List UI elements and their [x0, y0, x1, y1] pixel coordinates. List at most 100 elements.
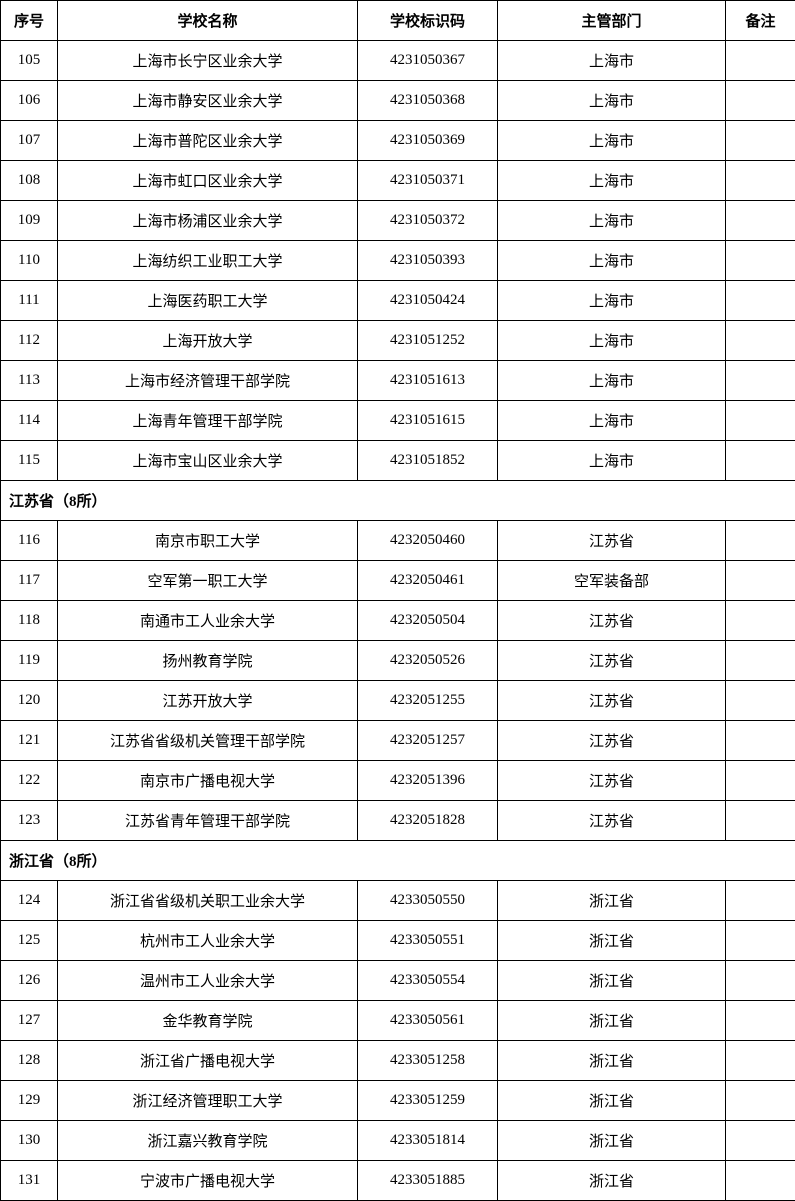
cell-seq: 131	[1, 1161, 58, 1201]
table-body: 105上海市长宁区业余大学4231050367上海市106上海市静安区业余大学4…	[1, 41, 795, 1201]
cell-note	[726, 201, 795, 241]
cell-name: 浙江省广播电视大学	[58, 1041, 358, 1081]
cell-dept: 上海市	[498, 121, 726, 161]
cell-dept: 江苏省	[498, 801, 726, 841]
table-row: 113上海市经济管理干部学院4231051613上海市	[1, 361, 795, 401]
cell-note	[726, 521, 795, 561]
cell-code: 4231051852	[358, 441, 498, 481]
cell-dept: 江苏省	[498, 761, 726, 801]
cell-code: 4231051615	[358, 401, 498, 441]
cell-dept: 浙江省	[498, 961, 726, 1001]
cell-name: 空军第一职工大学	[58, 561, 358, 601]
table-row: 122南京市广播电视大学4232051396江苏省	[1, 761, 795, 801]
cell-seq: 120	[1, 681, 58, 721]
table-row: 111上海医药职工大学4231050424上海市	[1, 281, 795, 321]
cell-note	[726, 41, 795, 81]
cell-seq: 121	[1, 721, 58, 761]
header-dept: 主管部门	[498, 1, 726, 41]
cell-note	[726, 1001, 795, 1041]
cell-dept: 浙江省	[498, 1041, 726, 1081]
cell-name: 南京市广播电视大学	[58, 761, 358, 801]
cell-seq: 118	[1, 601, 58, 641]
table-row: 120江苏开放大学4232051255江苏省	[1, 681, 795, 721]
table-row: 105上海市长宁区业余大学4231050367上海市	[1, 41, 795, 81]
section-title: 江苏省（8所）	[1, 481, 795, 521]
cell-dept: 上海市	[498, 241, 726, 281]
cell-dept: 上海市	[498, 441, 726, 481]
cell-name: 上海市宝山区业余大学	[58, 441, 358, 481]
cell-dept: 上海市	[498, 321, 726, 361]
cell-dept: 浙江省	[498, 921, 726, 961]
table-row: 128浙江省广播电视大学4233051258浙江省	[1, 1041, 795, 1081]
cell-name: 江苏开放大学	[58, 681, 358, 721]
header-code: 学校标识码	[358, 1, 498, 41]
cell-seq: 116	[1, 521, 58, 561]
cell-seq: 113	[1, 361, 58, 401]
cell-name: 上海医药职工大学	[58, 281, 358, 321]
cell-note	[726, 681, 795, 721]
table-row: 125杭州市工人业余大学4233050551浙江省	[1, 921, 795, 961]
cell-code: 4231051613	[358, 361, 498, 401]
cell-name: 上海市虹口区业余大学	[58, 161, 358, 201]
section-title: 浙江省（8所）	[1, 841, 795, 881]
table-row: 131宁波市广播电视大学4233051885浙江省	[1, 1161, 795, 1201]
schools-table: 序号 学校名称 学校标识码 主管部门 备注 105上海市长宁区业余大学42310…	[0, 0, 795, 1201]
cell-code: 4233051814	[358, 1121, 498, 1161]
cell-code: 4233050561	[358, 1001, 498, 1041]
cell-note	[726, 321, 795, 361]
cell-note	[726, 401, 795, 441]
cell-dept: 江苏省	[498, 521, 726, 561]
cell-note	[726, 801, 795, 841]
cell-note	[726, 1041, 795, 1081]
cell-dept: 浙江省	[498, 881, 726, 921]
cell-seq: 122	[1, 761, 58, 801]
cell-seq: 106	[1, 81, 58, 121]
cell-seq: 107	[1, 121, 58, 161]
cell-dept: 上海市	[498, 41, 726, 81]
cell-seq: 110	[1, 241, 58, 281]
cell-dept: 上海市	[498, 161, 726, 201]
cell-seq: 115	[1, 441, 58, 481]
cell-code: 4233051258	[358, 1041, 498, 1081]
cell-code: 4233051259	[358, 1081, 498, 1121]
cell-code: 4231050367	[358, 41, 498, 81]
cell-note	[726, 961, 795, 1001]
cell-dept: 江苏省	[498, 641, 726, 681]
cell-name: 温州市工人业余大学	[58, 961, 358, 1001]
cell-seq: 109	[1, 201, 58, 241]
cell-code: 4233050550	[358, 881, 498, 921]
cell-name: 江苏省省级机关管理干部学院	[58, 721, 358, 761]
cell-dept: 上海市	[498, 281, 726, 321]
header-row: 序号 学校名称 学校标识码 主管部门 备注	[1, 1, 795, 41]
cell-name: 宁波市广播电视大学	[58, 1161, 358, 1201]
table-row: 121江苏省省级机关管理干部学院4232051257江苏省	[1, 721, 795, 761]
cell-dept: 浙江省	[498, 1161, 726, 1201]
section-header-row: 浙江省（8所）	[1, 841, 795, 881]
cell-name: 金华教育学院	[58, 1001, 358, 1041]
cell-note	[726, 361, 795, 401]
cell-dept: 上海市	[498, 361, 726, 401]
cell-code: 4233050551	[358, 921, 498, 961]
cell-note	[726, 441, 795, 481]
section-header-row: 江苏省（8所）	[1, 481, 795, 521]
cell-seq: 128	[1, 1041, 58, 1081]
table-row: 119扬州教育学院4232050526江苏省	[1, 641, 795, 681]
cell-note	[726, 601, 795, 641]
cell-dept: 江苏省	[498, 601, 726, 641]
cell-code: 4232050526	[358, 641, 498, 681]
cell-name: 上海青年管理干部学院	[58, 401, 358, 441]
cell-code: 4232051828	[358, 801, 498, 841]
cell-dept: 江苏省	[498, 681, 726, 721]
cell-name: 杭州市工人业余大学	[58, 921, 358, 961]
cell-seq: 130	[1, 1121, 58, 1161]
cell-code: 4231050393	[358, 241, 498, 281]
cell-dept: 浙江省	[498, 1001, 726, 1041]
cell-seq: 119	[1, 641, 58, 681]
cell-dept: 空军装备部	[498, 561, 726, 601]
table-row: 110上海纺织工业职工大学4231050393上海市	[1, 241, 795, 281]
cell-name: 上海市普陀区业余大学	[58, 121, 358, 161]
table-row: 126温州市工人业余大学4233050554浙江省	[1, 961, 795, 1001]
cell-name: 浙江嘉兴教育学院	[58, 1121, 358, 1161]
table-row: 107上海市普陀区业余大学4231050369上海市	[1, 121, 795, 161]
cell-note	[726, 81, 795, 121]
